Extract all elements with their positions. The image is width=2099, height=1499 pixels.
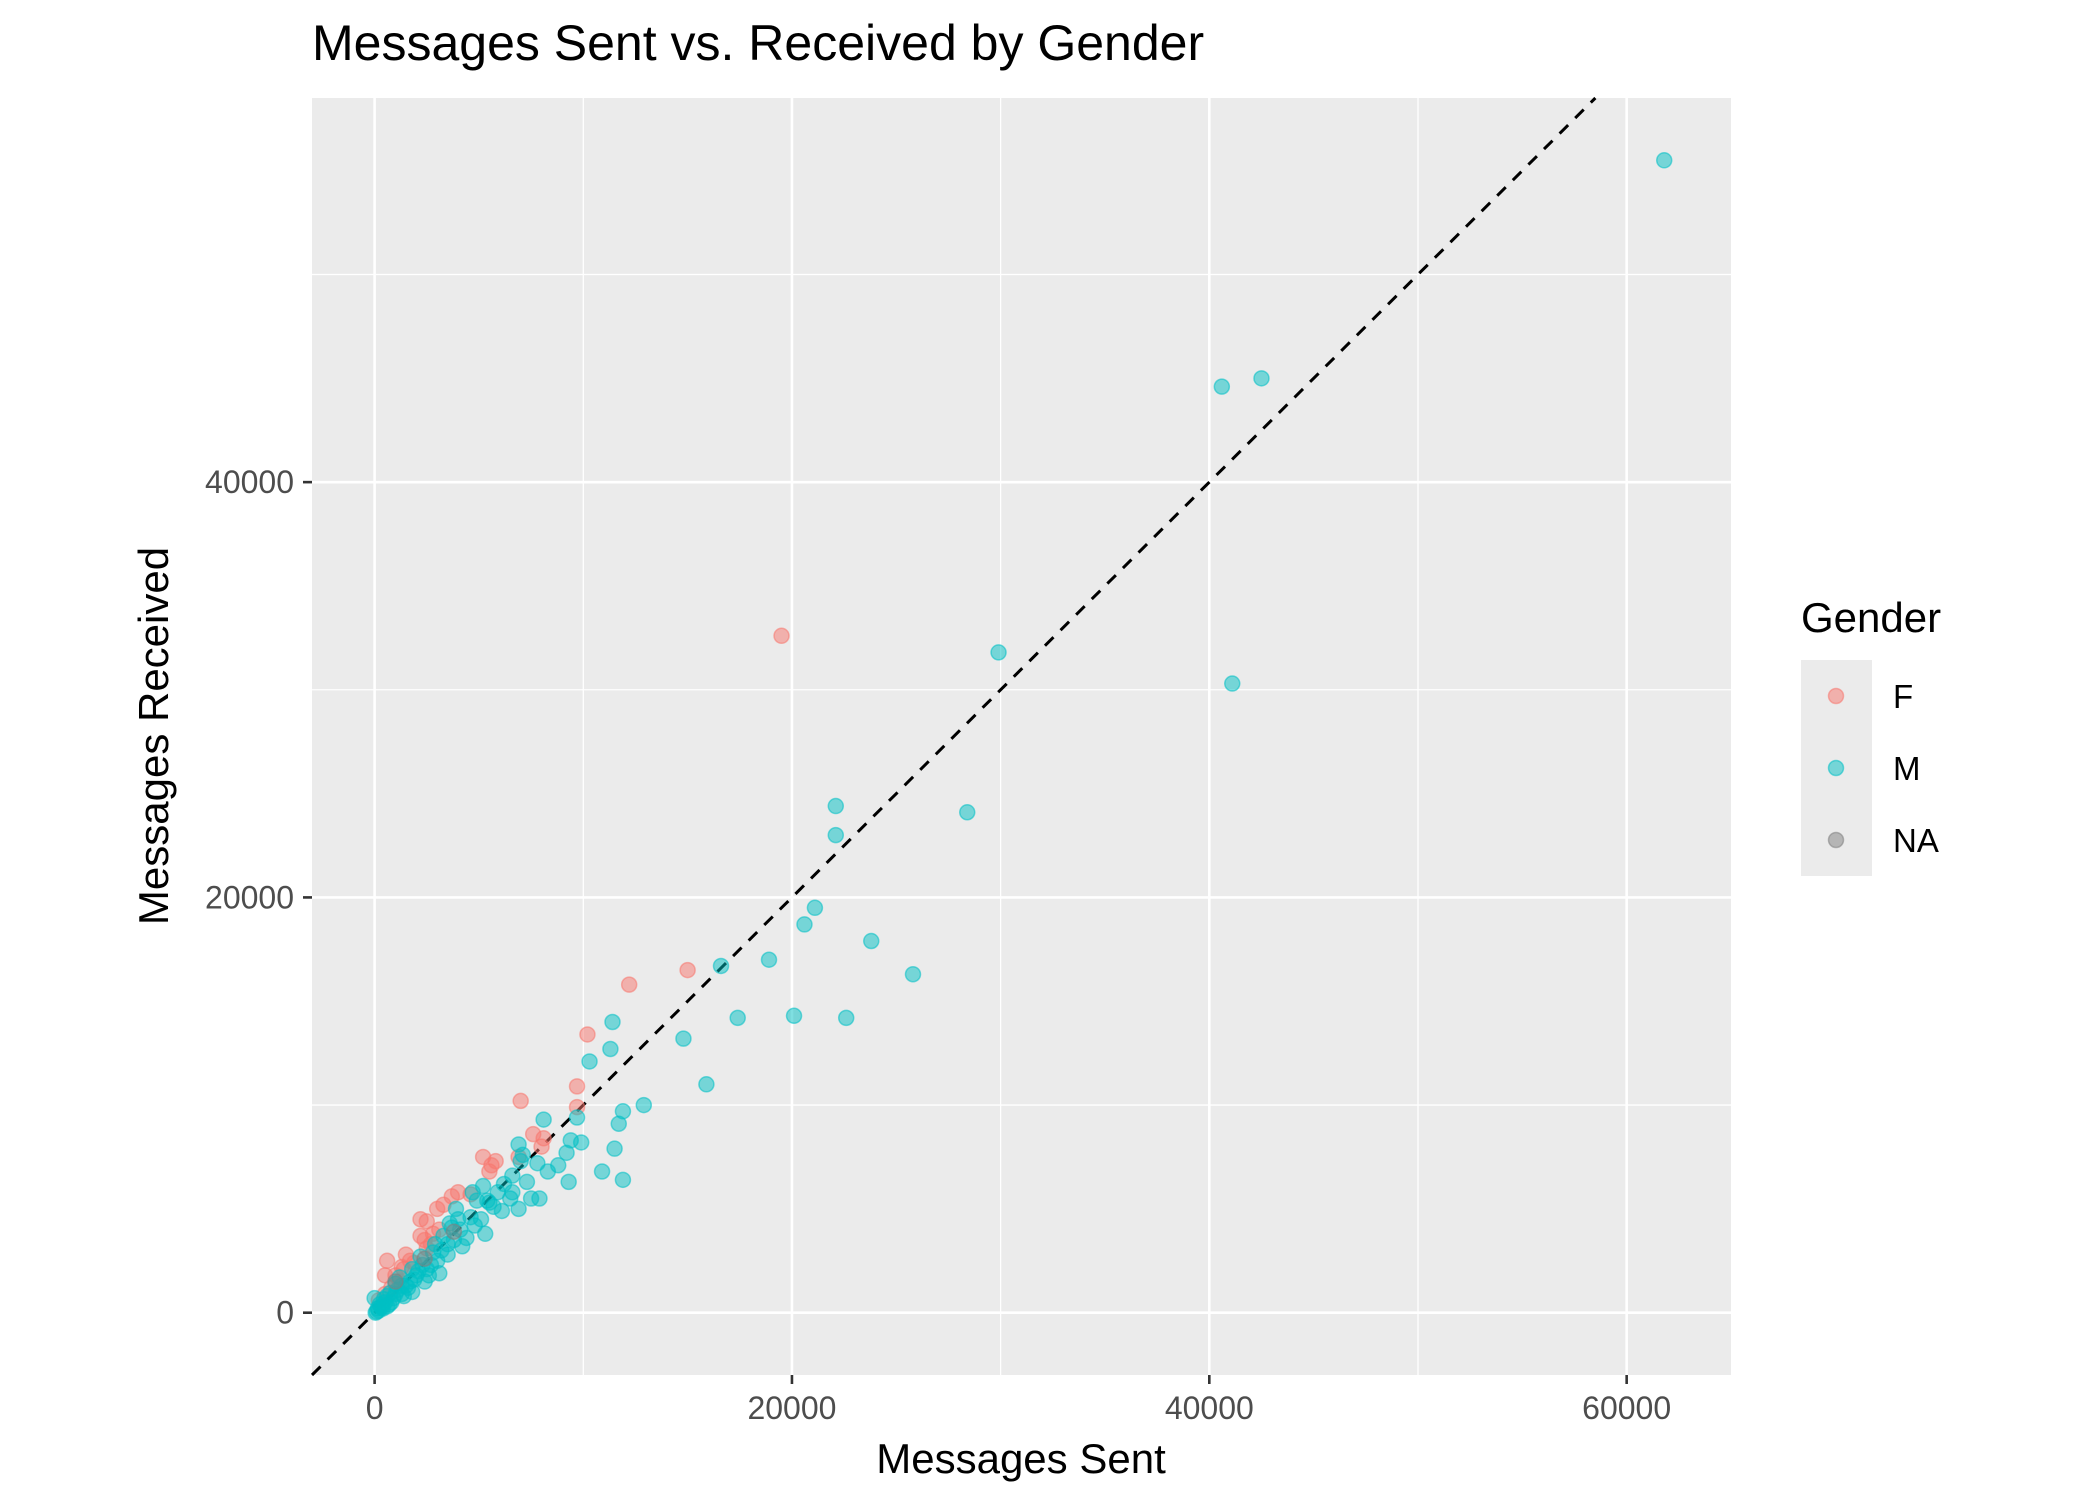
data-point-m: [635, 1096, 653, 1114]
data-point-f: [524, 1125, 542, 1143]
data-point-m: [827, 797, 845, 815]
y-tick-label: 0: [276, 1295, 294, 1331]
data-point-f: [568, 1078, 586, 1095]
data-point-m: [990, 644, 1007, 661]
x-axis-title: Messages Sent: [876, 1435, 1166, 1482]
legend-key-m: [1827, 759, 1845, 777]
data-point-m: [698, 1076, 715, 1093]
data-point-m: [1224, 675, 1241, 692]
data-point-na: [445, 1223, 463, 1240]
minor-gridlines: [312, 98, 1731, 1375]
data-point-m: [806, 899, 824, 917]
data-point-m: [518, 1173, 536, 1191]
data-point-f: [512, 1092, 529, 1110]
data-point-m: [606, 1140, 623, 1157]
data-point-m: [614, 1171, 632, 1189]
data-point-na: [416, 1250, 433, 1267]
data-point-m: [904, 966, 922, 983]
data-point-m: [512, 1152, 529, 1170]
data-point-m: [604, 1013, 621, 1031]
y-axis-title: Messages Received: [130, 547, 177, 925]
data-point-m: [549, 1157, 567, 1174]
legend-entries: FM NA: [1827, 678, 1939, 859]
data-point-f: [378, 1252, 396, 1270]
data-point-m: [610, 1115, 628, 1133]
legend-label-f: F: [1893, 678, 1913, 715]
data-point-m: [403, 1260, 421, 1278]
data-point-m: [504, 1167, 521, 1184]
data-point-f: [679, 961, 696, 979]
chart-title: Messages Sent vs. Received by Gender: [312, 15, 1204, 71]
reference-line-layer: [310, 96, 1597, 1377]
data-point-m: [468, 1192, 486, 1209]
x-tick-label: 20000: [747, 1390, 836, 1426]
legend-label-na: NA: [1893, 822, 1939, 859]
plot-panel: [312, 98, 1731, 1375]
data-point-m: [535, 1111, 552, 1128]
data-point-m: [485, 1198, 502, 1216]
data-point-m: [522, 1190, 540, 1207]
data-point-m: [593, 1163, 611, 1180]
data-point-f: [579, 1026, 596, 1043]
data-point-f: [620, 976, 638, 993]
data-point-m: [568, 1109, 586, 1126]
data-point-m: [602, 1040, 619, 1058]
data-point-m: [837, 1009, 855, 1027]
data-point-m: [863, 932, 880, 950]
data-point-m: [581, 1053, 598, 1070]
legend-title: Gender: [1801, 594, 1941, 641]
data-point-m: [958, 804, 976, 821]
data-point-f: [483, 1157, 500, 1174]
points-layer: [366, 152, 1673, 1321]
legend-key-f: [1827, 687, 1845, 705]
legend-label-m: M: [1893, 750, 1921, 787]
reference-line: [310, 96, 1597, 1377]
data-point-m: [1655, 152, 1673, 169]
data-point-m: [560, 1173, 577, 1191]
x-tick-label: 0: [366, 1390, 384, 1426]
data-point-m: [827, 826, 845, 844]
data-point-f: [533, 1138, 550, 1155]
legend-key-na: [1827, 831, 1845, 849]
data-point-m: [529, 1154, 546, 1172]
axis-layer: 0 20000 40000 60000 0 20000 40000: [205, 464, 1671, 1426]
data-point-m: [712, 957, 730, 975]
data-point-m: [558, 1144, 575, 1162]
data-point-m: [489, 1184, 506, 1201]
legend: Gender FM NA: [1801, 594, 1941, 876]
data-point-m: [729, 1009, 746, 1027]
data-point-m: [1213, 378, 1231, 395]
x-tick-label: 40000: [1165, 1390, 1254, 1426]
data-point-m: [785, 1007, 803, 1025]
data-point-m: [1253, 370, 1270, 387]
y-tick-label: 20000: [205, 879, 294, 915]
data-point-m: [675, 1030, 692, 1047]
data-point-m: [796, 916, 813, 933]
data-point-m: [760, 951, 778, 968]
x-tick-label: 60000: [1582, 1390, 1671, 1426]
data-point-na: [387, 1273, 404, 1290]
y-tick-label: 40000: [205, 464, 294, 500]
data-point-f: [773, 627, 790, 645]
major-gridlines: [312, 98, 1731, 1375]
